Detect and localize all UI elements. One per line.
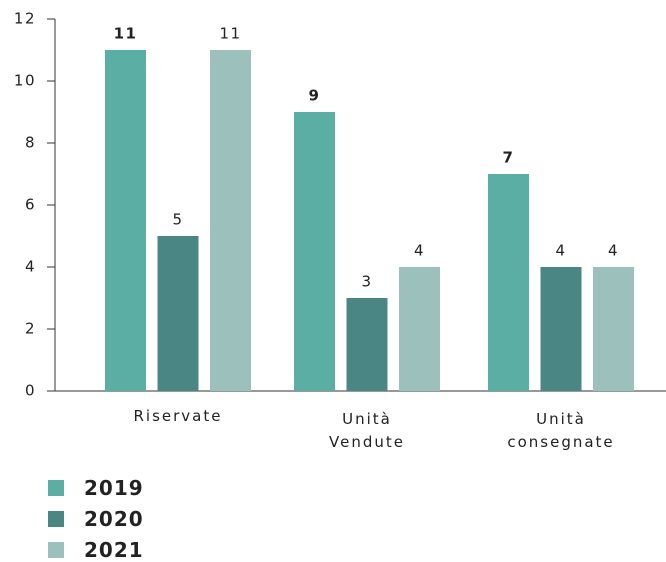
- y-tick-label: 8: [25, 134, 36, 152]
- value-label: 11: [114, 25, 138, 43]
- legend-swatch: [48, 480, 64, 496]
- y-tick-label: 4: [25, 258, 36, 276]
- y-tick-label: 0: [25, 382, 36, 400]
- legend-label: 2019: [84, 476, 144, 500]
- value-label: 11: [219, 25, 241, 43]
- value-label: 7: [503, 149, 515, 167]
- bar: [294, 112, 335, 391]
- bar: [157, 236, 199, 391]
- bar: [346, 298, 388, 391]
- y-tick-label: 2: [25, 320, 36, 338]
- bar: [105, 50, 146, 391]
- y-tick-label: 12: [14, 10, 36, 28]
- bar: [593, 267, 634, 391]
- value-label: 4: [414, 242, 425, 260]
- bar: [540, 267, 582, 391]
- bar: [488, 174, 529, 391]
- legend-entry: 2021: [48, 538, 144, 562]
- x-tick-label: Riservate: [133, 407, 223, 425]
- legend-swatch: [48, 511, 64, 527]
- x-tick-label: Unità consegnate: [507, 410, 615, 451]
- value-label: 9: [309, 87, 321, 105]
- chart: 0 2 4 6 8 10 12 11 5 11 9 3 4 7 4 4: [14, 10, 666, 400]
- bar: [399, 267, 440, 391]
- legend-entry: 2020: [48, 507, 144, 531]
- value-label: 4: [608, 242, 619, 260]
- value-label: 4: [555, 242, 566, 260]
- legend-swatch: [48, 542, 64, 558]
- legend-entry: 2019: [48, 476, 144, 500]
- value-label: 5: [172, 211, 183, 229]
- bar: [210, 50, 251, 391]
- y-tick-label: 6: [25, 196, 36, 214]
- legend-label: 2020: [84, 507, 144, 531]
- value-label: 3: [361, 273, 372, 291]
- legend-label: 2021: [84, 538, 144, 562]
- y-tick-label: 10: [14, 72, 36, 90]
- x-tick-label: Unità Vendute: [329, 410, 405, 451]
